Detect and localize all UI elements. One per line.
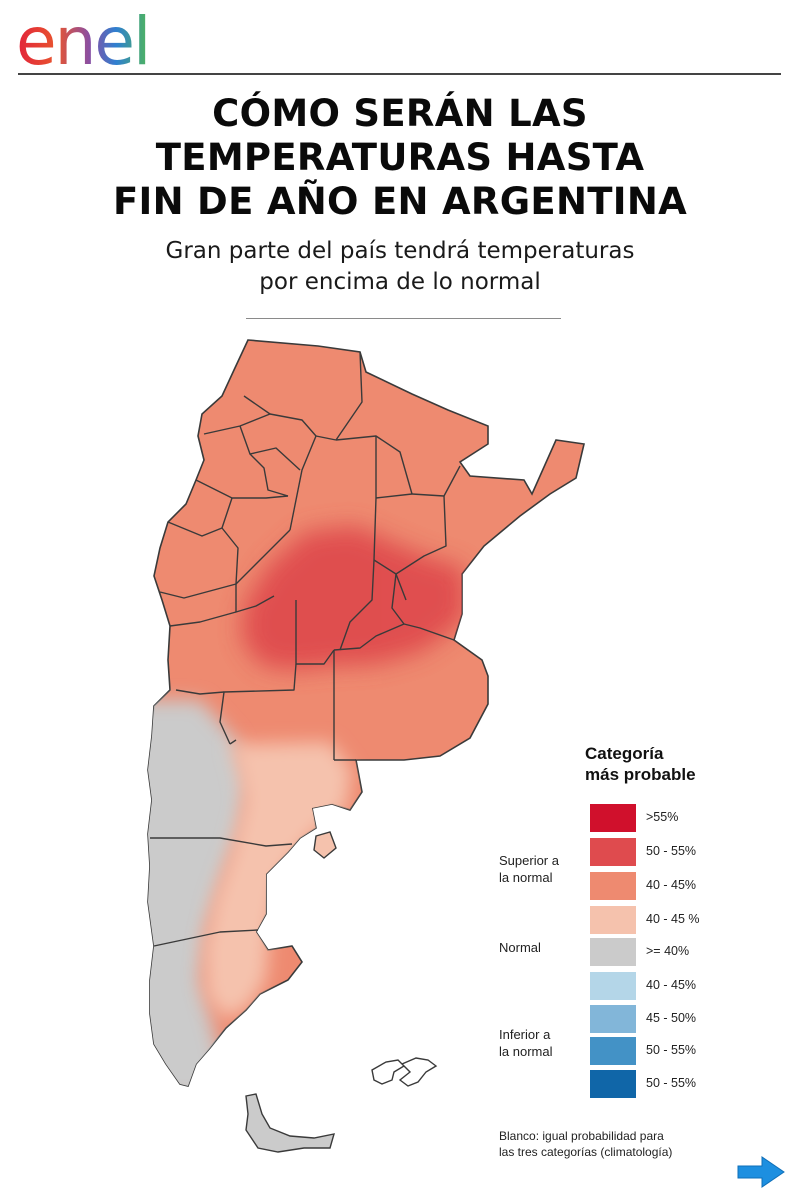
legend-group-above-line-1: Superior a <box>499 853 559 868</box>
legend-swatch <box>590 1005 636 1033</box>
legend-group-below-normal: Inferior a la normal <box>499 1026 552 1060</box>
tierra-del-fuego <box>245 1093 335 1153</box>
title-line-2: TEMPERATURAS HASTA <box>155 136 645 179</box>
enel-logo: enel <box>16 8 151 70</box>
legend-group-above-line-2: la normal <box>499 870 553 885</box>
legend-item: 40 - 45% <box>590 872 790 900</box>
legend-title-line-2: más probable <box>585 765 696 784</box>
title-line-1: CÓMO SERÁN LAS <box>212 92 588 135</box>
legend-item: >= 40% <box>590 938 790 966</box>
page-subtitle: Gran parte del país tendrá temperaturas … <box>0 236 800 298</box>
patagonia-gray-region <box>148 700 248 1086</box>
arrow-right-icon[interactable] <box>736 1155 786 1189</box>
legend-group-above-normal: Superior a la normal <box>499 852 559 886</box>
malvinas-islands <box>371 1057 438 1087</box>
legend-group-below-line-1: Inferior a <box>499 1027 551 1042</box>
legend-label: 40 - 45% <box>646 978 697 992</box>
legend-swatch <box>590 972 636 1000</box>
title-line-3: FIN DE AÑO EN ARGENTINA <box>112 180 688 223</box>
legend-swatch <box>590 938 636 966</box>
legend-label: >55% <box>646 810 679 824</box>
legend-label: 40 - 45 % <box>646 912 700 926</box>
legend-item: 50 - 55% <box>590 838 790 866</box>
subtitle-line-2: por encima de lo normal <box>259 269 541 295</box>
legend-swatch <box>590 906 636 934</box>
subtitle-line-1: Gran parte del país tendrá temperaturas <box>165 238 635 264</box>
islands <box>245 831 438 1153</box>
legend-swatch <box>590 804 636 832</box>
legend-group-below-line-2: la normal <box>499 1044 553 1059</box>
legend-footnote: Blanco: igual probabilidad para las tres… <box>499 1128 672 1160</box>
legend-label: 40 - 45% <box>646 878 697 892</box>
legend-group-normal-line-1: Normal <box>499 940 541 955</box>
legend-swatch <box>590 872 636 900</box>
legend-swatch <box>590 1070 636 1098</box>
page-title: CÓMO SERÁN LAS TEMPERATURAS HASTA FIN DE… <box>0 92 800 224</box>
valdes-peninsula <box>313 831 337 859</box>
central-core-region <box>242 526 466 670</box>
legend-label: 50 - 55% <box>646 844 697 858</box>
legend-label: 50 - 55% <box>646 1043 697 1057</box>
legend-item: 50 - 55% <box>590 1070 790 1098</box>
header-divider <box>18 73 781 75</box>
legend-label: >= 40% <box>646 944 690 958</box>
legend-item: 40 - 45 % <box>590 906 790 934</box>
argentina-temperature-map <box>147 339 585 1153</box>
legend-item: 50 - 55% <box>590 1037 790 1065</box>
legend-item: >55% <box>590 804 790 832</box>
legend-title-line-1: Categoría <box>585 744 664 763</box>
legend-item: 45 - 50% <box>590 1005 790 1033</box>
legend-label: 45 - 50% <box>646 1011 697 1025</box>
legend-label: 50 - 55% <box>646 1076 697 1090</box>
legend-group-normal: Normal <box>499 939 541 956</box>
legend-title: Categoría más probable <box>585 743 696 785</box>
legend-swatch <box>590 1037 636 1065</box>
subtitle-divider <box>246 318 561 319</box>
legend-swatch <box>590 838 636 866</box>
province-borders <box>150 351 461 947</box>
mainland-regions <box>147 339 585 1087</box>
legend-footnote-line-2: las tres categorías (climatología) <box>499 1145 673 1159</box>
legend-item: 40 - 45% <box>590 972 790 1000</box>
legend-footnote-line-1: Blanco: igual probabilidad para <box>499 1129 664 1143</box>
enel-logo-text: enel <box>16 8 149 70</box>
